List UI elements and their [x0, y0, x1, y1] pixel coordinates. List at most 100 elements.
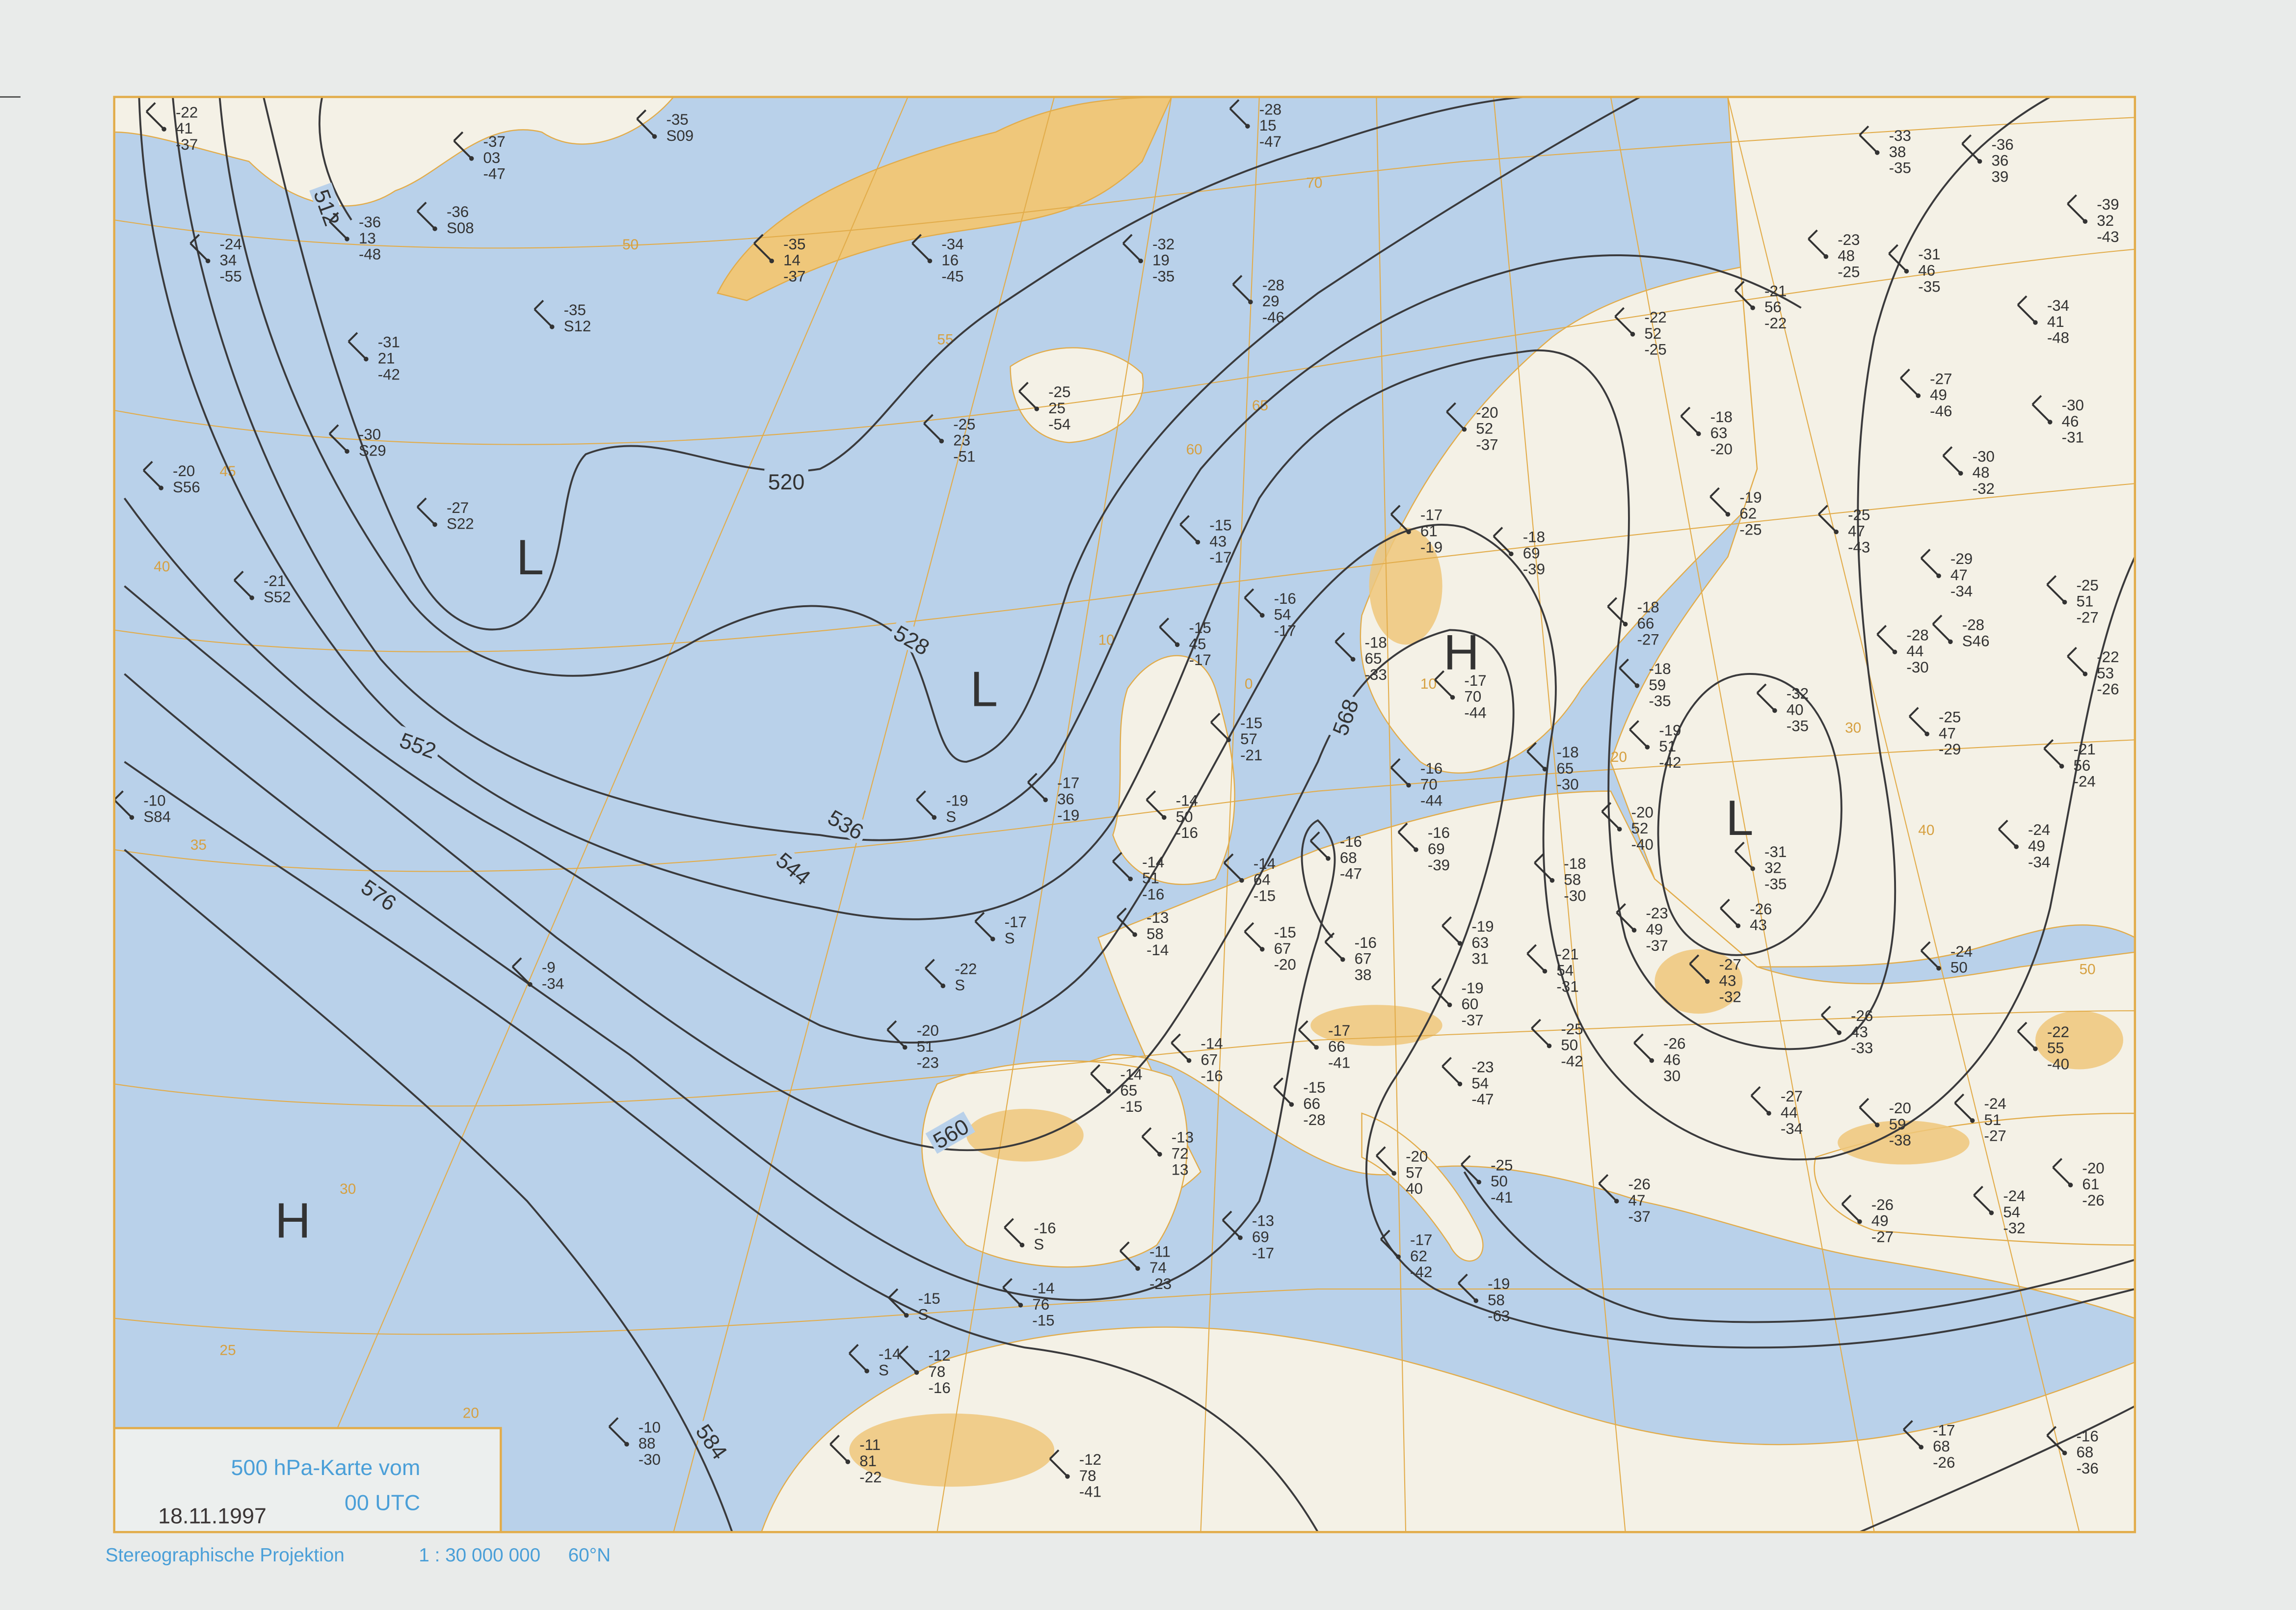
station-temperature: -30: [1973, 448, 1995, 465]
wind-barb-icon: [849, 1352, 868, 1372]
wind-barb-icon: [1961, 143, 1980, 162]
station-temperature: -20: [173, 462, 195, 480]
wind-barb-feather: [1598, 1174, 1609, 1184]
station-height: 58: [1488, 1291, 1505, 1309]
station-dot-icon: [1614, 1199, 1619, 1204]
wind-barb-icon: [1998, 828, 2017, 848]
station-dot-icon: [1725, 512, 1731, 517]
station-dewpoint: -25: [1838, 263, 1860, 280]
station-temperature: -22: [955, 961, 977, 978]
station-temperature: -32: [1787, 685, 1809, 702]
wind-barb-icon: [1431, 987, 1450, 1006]
station-height: 44: [1781, 1104, 1798, 1121]
station-dewpoint: -19: [1057, 806, 1079, 824]
wind-barb-feather: [1018, 381, 1029, 392]
contour-label-bg: [394, 725, 443, 763]
station-dewpoint: 13: [1172, 1161, 1189, 1178]
station-temperature: -34: [941, 236, 963, 253]
station-height: 88: [639, 1435, 656, 1452]
station-height: 51: [917, 1038, 934, 1055]
station-dewpoint: -43: [2097, 228, 2119, 245]
station-dot-icon: [1326, 856, 1331, 861]
station-temperature: -21: [264, 572, 286, 590]
station-height: S: [955, 976, 965, 993]
map-border: [113, 96, 2136, 1533]
station-temperature: -25: [1848, 507, 1870, 524]
station-height: 47: [1950, 566, 1968, 584]
station-temperature: -18: [1710, 408, 1733, 426]
station-dot-icon: [1175, 642, 1180, 647]
wind-barb-icon: [143, 469, 162, 489]
wind-barb-feather: [1229, 99, 1240, 109]
wind-barb-feather: [328, 424, 339, 435]
wind-barb-feather: [753, 234, 764, 244]
station-height: 13: [359, 230, 376, 247]
station-dewpoint: -35: [1152, 268, 1175, 285]
station-height: S: [918, 1306, 929, 1323]
station-dot-icon: [1904, 268, 1909, 274]
wind-barb-icon: [1821, 1014, 1840, 1034]
station-dot-icon: [1186, 1058, 1192, 1063]
contour-520: [263, 97, 1523, 631]
wind-barb-icon: [974, 920, 994, 940]
wind-barb-icon: [1526, 751, 1546, 770]
station-dewpoint: -22: [859, 1469, 881, 1486]
station-dot-icon: [249, 595, 254, 600]
wind-barb-icon: [1973, 1194, 1992, 1214]
station-dot-icon: [902, 1045, 908, 1050]
station-temperature: -18: [1556, 744, 1578, 761]
station-dewpoint: -20: [1710, 440, 1733, 457]
station-temperature: -15: [1303, 1079, 1325, 1096]
contour-584: [124, 849, 733, 1532]
wind-barb-icon: [1119, 1250, 1139, 1269]
wind-barb-feather: [1222, 1210, 1232, 1221]
station-dewpoint: -38: [1889, 1132, 1911, 1149]
station-dewpoint: -40: [1631, 836, 1654, 853]
wind-barb-icon: [1734, 850, 1754, 870]
station-dot-icon: [1473, 1298, 1479, 1303]
station-dewpoint: -21: [1240, 747, 1262, 764]
wind-barb-feather: [1049, 1449, 1060, 1460]
station-height: 64: [1254, 871, 1271, 888]
wind-barb-icon: [1689, 963, 1709, 982]
station-dot-icon: [1916, 393, 1921, 398]
land-africa: [761, 1326, 2135, 1532]
wind-barb-feather: [2017, 1021, 2028, 1032]
station-temperature: -18: [1523, 528, 1545, 545]
station-dewpoint: 39: [1991, 168, 2008, 186]
wind-barb-feather: [1223, 853, 1234, 864]
land-italy: [1361, 1112, 1484, 1262]
station-temperature: -16: [1274, 590, 1296, 607]
station-plot: -19S: [916, 790, 968, 825]
land-russia: [1610, 97, 2135, 967]
station-dewpoint: -30: [1556, 776, 1578, 793]
station-temperature: -13: [1252, 1212, 1274, 1230]
station-dewpoint: -37: [1476, 436, 1498, 454]
station-height: 44: [1906, 643, 1923, 660]
station-temperature: -28: [1906, 626, 1928, 644]
contour-label-bg: [770, 845, 819, 891]
wind-barb-feather: [1461, 1155, 1471, 1165]
station-dewpoint: -39: [1428, 857, 1450, 874]
station-height: 58: [1564, 871, 1581, 888]
station-height: 03: [483, 149, 501, 166]
station-height: S46: [1962, 632, 1990, 649]
station-temperature: -25: [1491, 1156, 1513, 1174]
station-dewpoint: -33: [1365, 666, 1387, 683]
station-height: 68: [1340, 849, 1357, 866]
station-dewpoint: -25: [1644, 341, 1666, 358]
